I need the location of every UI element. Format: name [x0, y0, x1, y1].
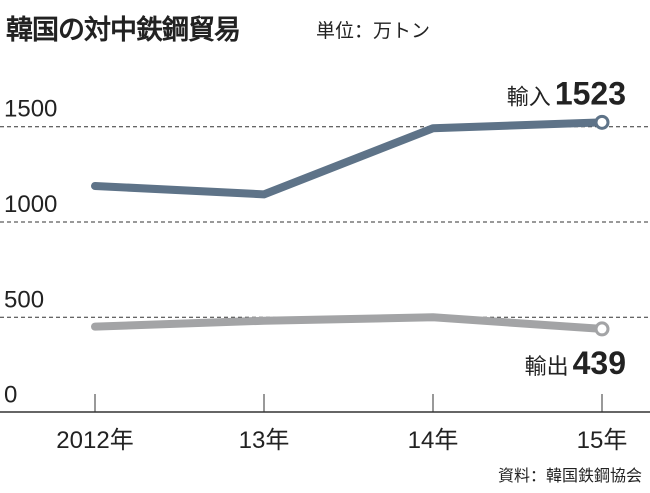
series-name: 輸入 [507, 85, 551, 110]
source-note: 資料：韓国鉄鋼協会 [497, 466, 642, 485]
series-value: 1523 [555, 75, 626, 111]
end-marker [594, 114, 610, 130]
end-marker [594, 321, 610, 337]
series-end-label: 輸出 439 [525, 345, 626, 381]
x-tick-label: 14年 [408, 427, 459, 454]
series-end-label: 輸入 1523 [507, 75, 626, 111]
y-tick-label: 0 [4, 382, 17, 409]
chart-title: 韓国の対中鉄鋼貿易 [6, 15, 241, 46]
unit-label: 単位：万トン [316, 20, 431, 42]
y-tick-label: 1000 [4, 191, 57, 218]
series-name: 輸出 [525, 355, 569, 380]
series-line-0 [91, 118, 606, 199]
x-tick-label: 2012年 [56, 427, 133, 454]
x-tick-label: 13年 [239, 427, 290, 454]
y-tick-label: 500 [4, 286, 44, 313]
y-tick-label: 1500 [4, 96, 57, 123]
series-line-1 [91, 313, 606, 333]
series-value: 439 [573, 345, 626, 381]
x-tick-label: 15年 [577, 427, 628, 454]
